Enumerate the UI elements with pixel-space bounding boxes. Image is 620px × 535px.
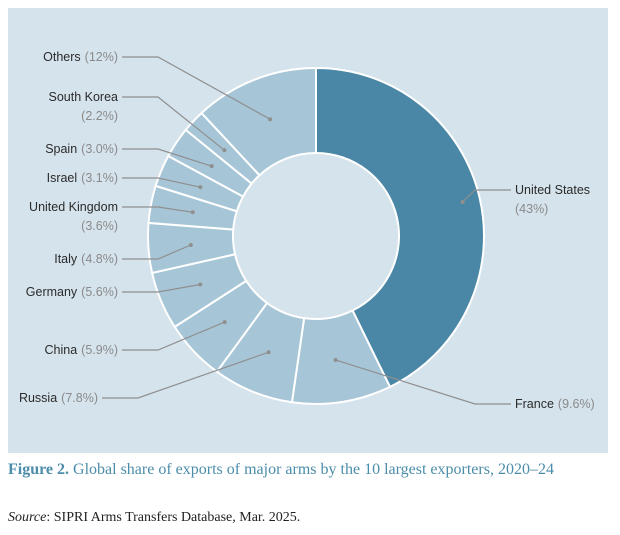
leader-line-italy (122, 244, 192, 260)
chart-panel: United States (43%) France (9.6%) Russia (7.8… (8, 8, 608, 453)
donut-chart: United States (43%) France (9.6%) Russia (7.8… (19, 50, 595, 411)
slice-label-spain: Spain (3.0%) (45, 142, 118, 156)
leader-line-united-states (462, 189, 511, 203)
figure-caption-text: Global share of exports of major arms by… (73, 461, 554, 478)
source-label: Source (8, 510, 47, 525)
leader-line-germany (122, 283, 201, 293)
slice-label-france: France (9.6%) (515, 397, 595, 411)
slice-label-russia: Russia (7.8%) (19, 391, 98, 405)
leader-line-spain (122, 148, 212, 167)
slice-labels: United States (43%) France (9.6%) Russia (7.8… (19, 50, 595, 411)
slice-label-united-kingdom: United Kingdom (3.6%) (29, 200, 118, 233)
slice-label-south-korea: South Korea (2.2%) (49, 90, 119, 123)
leader-line-china (122, 321, 225, 351)
slice-others (200, 66, 317, 177)
slice-label-others: Others (12%) (43, 50, 118, 64)
leader-line-france (335, 359, 511, 405)
figure-label: Figure 2. (8, 461, 70, 478)
source-text: : SIPRI Arms Transfers Database, Mar. 20… (46, 510, 301, 525)
leader-line-south-korea (122, 96, 225, 151)
slice-label-china: China (5.9%) (45, 343, 119, 357)
source-note: Source: SIPRI Arms Transfers Database, M… (8, 510, 608, 526)
slices (147, 66, 485, 405)
leader-line-united-kingdom (122, 206, 193, 213)
leader-line-russia (102, 351, 269, 399)
slice-label-united-states: United States (43%) (515, 183, 590, 216)
slice-united-states (315, 66, 485, 389)
leader-lines (102, 56, 511, 405)
slice-label-italy: Italy (4.8%) (54, 252, 118, 266)
slice-label-germany: Germany (5.6%) (26, 285, 118, 299)
figure-caption: Figure 2. Global share of exports of maj… (8, 459, 608, 480)
leader-line-israel (122, 177, 201, 188)
slice-label-israel: Israel (3.1%) (47, 171, 118, 185)
leader-line-others (122, 56, 271, 120)
